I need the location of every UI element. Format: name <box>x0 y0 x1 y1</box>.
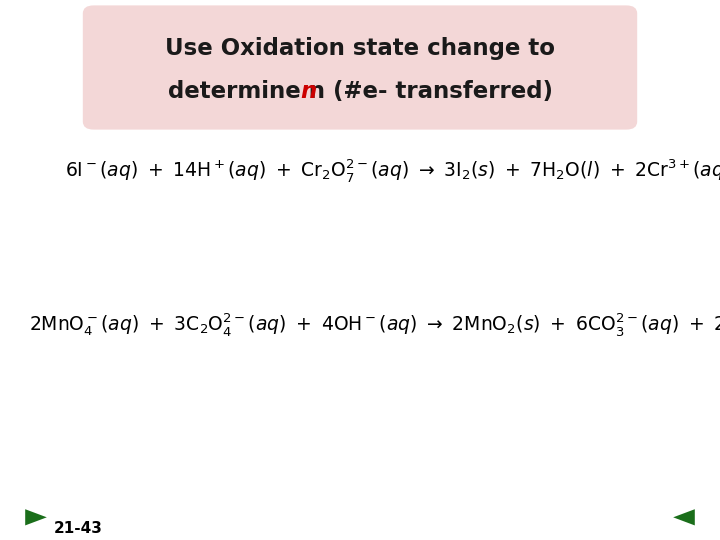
Text: determine n (#e- transferred): determine n (#e- transferred) <box>168 80 552 103</box>
Text: determine n (#e- transferred): determine n (#e- transferred) <box>168 80 552 103</box>
Text: $\mathsf{6I^-}$$(\mathit{aq})$$\mathsf{\ +\ 14H^+}$$(\mathit{aq})$$\mathsf{\ +\ : $\mathsf{6I^-}$$(\mathit{aq})$$\mathsf{\… <box>65 157 720 184</box>
Text: 21-43: 21-43 <box>54 521 103 536</box>
Text: $\mathsf{2MnO_4^-}$$(\mathit{aq})$$\mathsf{\ +\ 3C_2O_4^{2-}}$$(\mathit{aq})$$\m: $\mathsf{2MnO_4^-}$$(\mathit{aq})$$\math… <box>29 310 720 338</box>
Polygon shape <box>25 509 47 525</box>
Polygon shape <box>673 509 695 525</box>
Text: Use Oxidation state change to: Use Oxidation state change to <box>165 37 555 60</box>
FancyBboxPatch shape <box>83 5 637 130</box>
Text: n: n <box>301 80 317 103</box>
